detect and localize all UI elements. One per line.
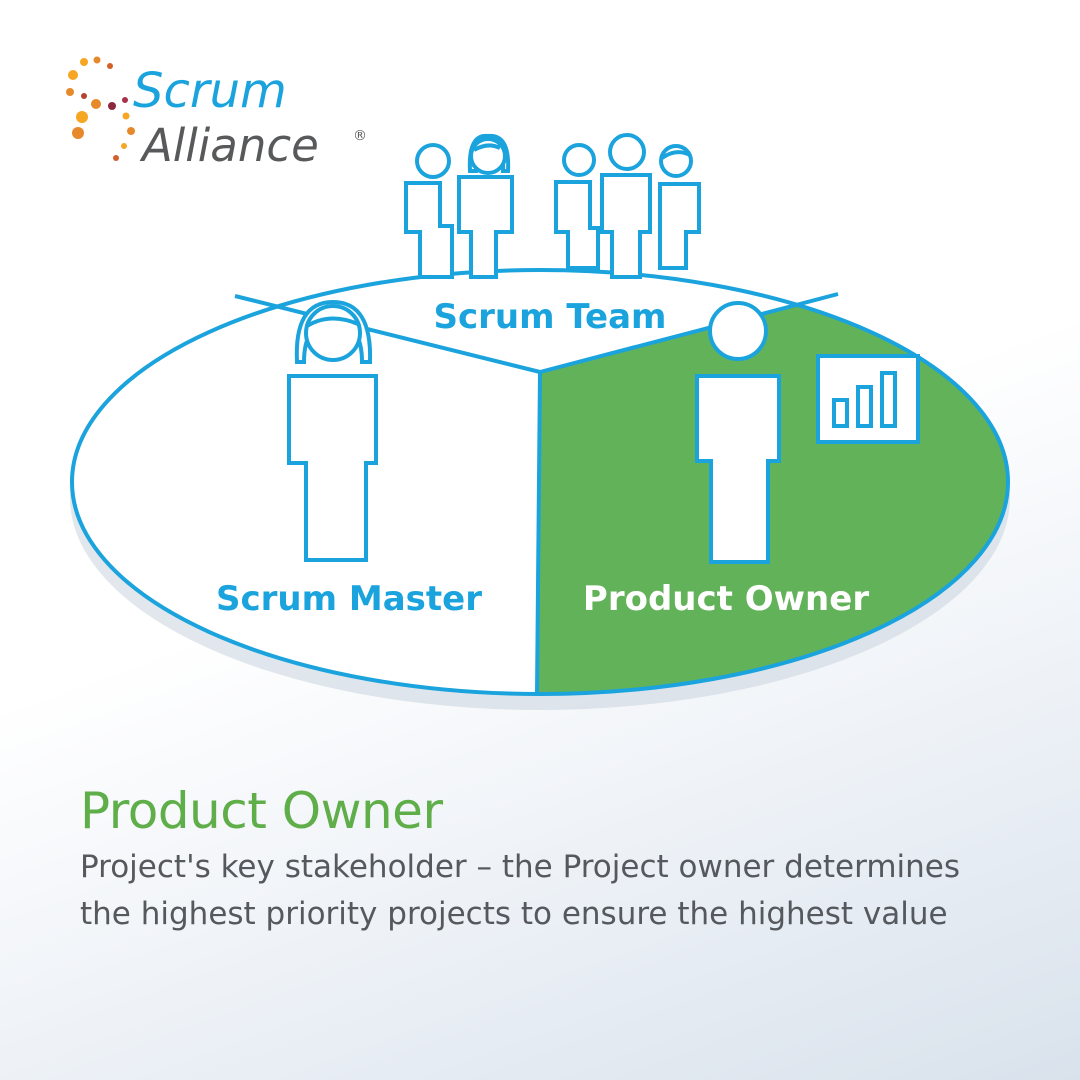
caption-block: Product Owner Project's key stakeholder … (80, 780, 1000, 938)
team-member-4-icon (600, 133, 652, 279)
caption-title: Product Owner (80, 782, 443, 840)
logo-wordmark-alliance: Alliance (139, 119, 319, 172)
logo-dots-icon (66, 56, 135, 161)
scrum-master-label: Scrum Master (216, 579, 482, 619)
product-owner-figure-icon (695, 301, 781, 564)
team-member-2-icon (457, 133, 514, 279)
bar-chart-board-icon (816, 354, 920, 444)
scrum-team-label: Scrum Team (434, 297, 667, 337)
team-member-5-icon (658, 144, 701, 270)
scrum-alliance-logo: Scrum Alliance ® (66, 56, 367, 172)
logo-wordmark-scrum: Scrum (133, 63, 287, 119)
oval-outline (70, 268, 1010, 696)
scrum-team-figures (404, 133, 701, 279)
team-member-1-icon (404, 143, 454, 279)
segment-dividers (234, 292, 839, 695)
scrum-master-figure-icon (287, 299, 378, 562)
team-member-3-icon (554, 143, 600, 270)
product-owner-label: Product Owner (583, 579, 869, 619)
caption-body: Project's key stakeholder – the Project … (80, 849, 961, 932)
logo-registered-mark: ® (353, 128, 367, 144)
